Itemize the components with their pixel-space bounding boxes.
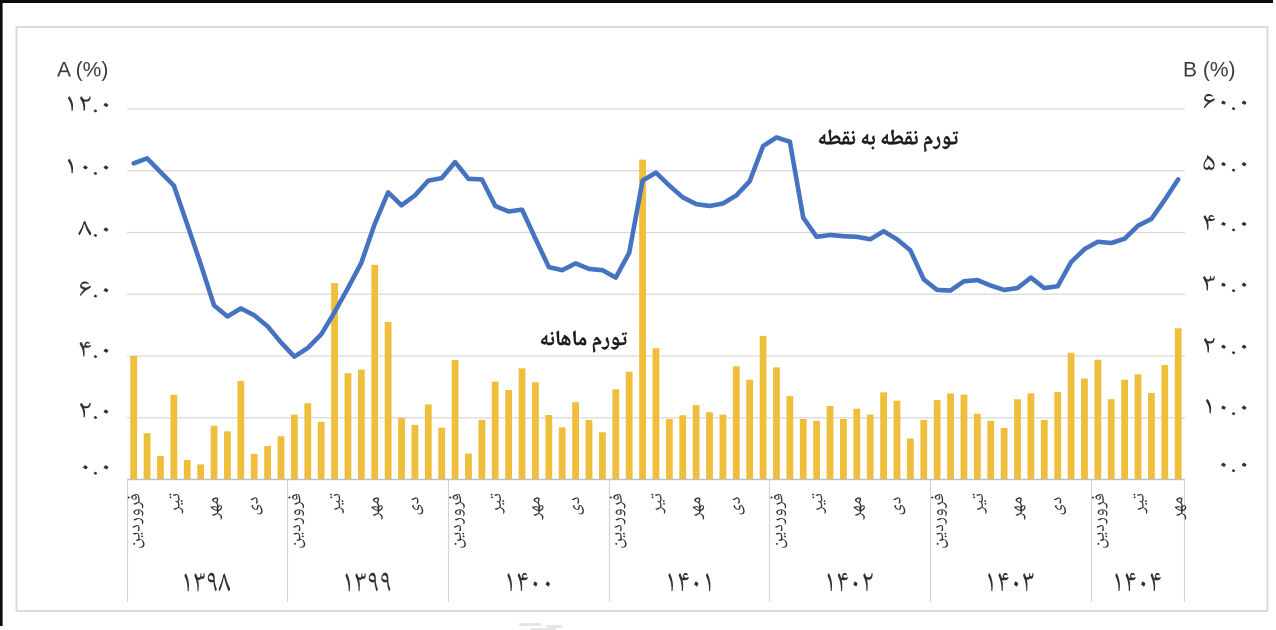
svg-text:A (%): A (%) [57,59,108,82]
svg-text:B (%): B (%) [1183,59,1236,82]
